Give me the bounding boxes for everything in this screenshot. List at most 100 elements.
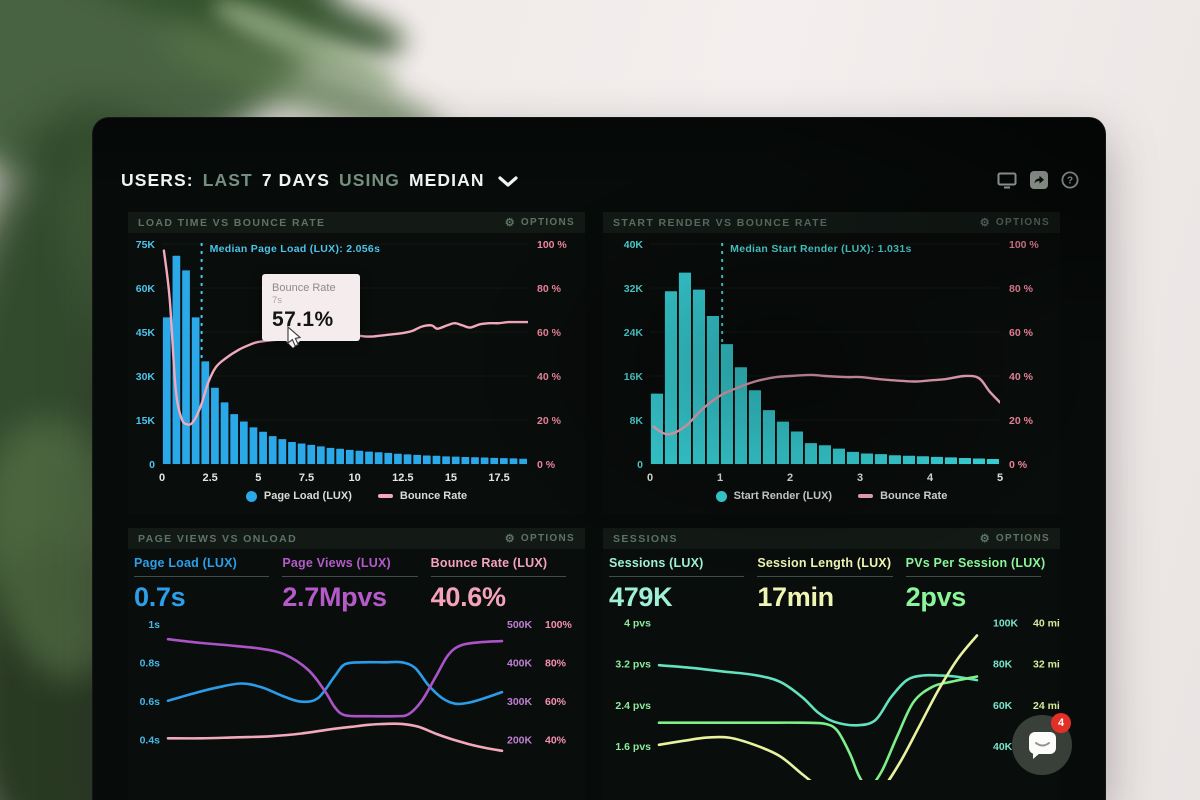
svg-text:3: 3 (857, 472, 863, 484)
svg-text:0.4s: 0.4s (140, 734, 161, 746)
legend-dash-marker (858, 494, 874, 498)
options-label: OPTIONS (995, 533, 1050, 544)
notification-badge: 4 (1051, 713, 1071, 733)
share-icon[interactable] (1030, 171, 1048, 189)
sessions-chart[interactable]: 4 pvs 3.2 pvs 2.4 pvs 1.6 pvs 100K 40 min 80K 3… (603, 614, 1060, 780)
legend-label: Start Render (LUX) (733, 490, 833, 502)
svg-text:5: 5 (997, 472, 1003, 484)
svg-text:80 %: 80 % (537, 283, 562, 295)
gear-icon: ⚙ (504, 217, 516, 229)
svg-text:24 min: 24 min (1033, 700, 1060, 712)
stats-row: Sessions (LUX) 479K Session Length (LUX)… (609, 556, 1054, 613)
svg-text:0 %: 0 % (1009, 459, 1028, 471)
chevron-down-icon (498, 175, 518, 187)
svg-text:400K: 400K (507, 657, 533, 669)
page-views-chart[interactable]: 1s 0.8s 0.6s 0.4s 500K 100% 400K 80% 300K 60% 200K… (128, 614, 585, 780)
options-button[interactable]: ⚙ OPTIONS (505, 216, 575, 229)
svg-text:80 %: 80 % (1009, 283, 1034, 295)
panel-header: START RENDER VS BOUNCE RATE ⚙ OPTIONS (603, 212, 1060, 233)
stat-underline (134, 576, 270, 577)
legend-item[interactable]: Bounce Rate (858, 490, 947, 502)
legend-item[interactable]: Bounce Rate (377, 490, 467, 502)
legend-item[interactable]: Page Load (LUX) (245, 490, 352, 502)
legend-dash-marker (377, 494, 393, 498)
svg-text:2: 2 (787, 472, 793, 484)
chart-legend: Page Load (LUX) Bounce Rate (128, 490, 585, 502)
svg-text:60K: 60K (993, 700, 1013, 712)
panel-header: PAGE VIEWS VS ONLOAD ⚙ OPTIONS (128, 528, 585, 549)
svg-text:60 %: 60 % (537, 327, 562, 339)
date-range-dropdown[interactable]: USERS: LAST 7 DAYS USING MEDIAN (121, 170, 518, 191)
svg-text:8K: 8K (630, 415, 644, 427)
chart-legend: Start Render (LUX) Bounce Rate (603, 490, 1060, 502)
stat-underline (282, 576, 418, 577)
svg-text:100 %: 100 % (1009, 239, 1039, 251)
options-button[interactable]: ⚙ OPTIONS (980, 216, 1050, 229)
title-word: USERS: (121, 169, 194, 190)
tooltip-x-value: 7s (272, 295, 283, 306)
stat-label: Session Length (LUX) (757, 556, 892, 570)
svg-text:80K: 80K (993, 659, 1013, 671)
panel-load-time-vs-bounce-rate: LOAD TIME VS BOUNCE RATE ⚙ OPTIONS Media… (128, 212, 585, 514)
svg-text:Median Start Render (LUX): 1.0: Median Start Render (LUX): 1.031s (730, 243, 911, 255)
stat-bounce-rate: Bounce Rate (LUX) 40.6% (430, 556, 576, 613)
mouse-cursor (287, 326, 302, 347)
panel-header: LOAD TIME VS BOUNCE RATE ⚙ OPTIONS (128, 212, 585, 233)
options-button[interactable]: ⚙ OPTIONS (980, 532, 1050, 545)
panel-title: PAGE VIEWS VS ONLOAD (138, 532, 298, 545)
legend-label: Page Load (LUX) (263, 490, 352, 502)
svg-text:0 %: 0 % (537, 459, 556, 471)
svg-text:10: 10 (349, 472, 361, 484)
svg-text:1s: 1s (148, 619, 160, 631)
stat-label: Page Views (LUX) (282, 556, 391, 570)
svg-text:60 %: 60 % (1009, 327, 1034, 339)
stat-value: 0.7s (134, 582, 186, 612)
chat-widget-button[interactable]: 4 (1012, 713, 1072, 775)
display-icon[interactable] (997, 172, 1017, 189)
svg-text:500K: 500K (507, 619, 533, 631)
stat-value: 479K (609, 582, 673, 612)
panel-start-render-vs-bounce-rate: START RENDER VS BOUNCE RATE ⚙ OPTIONS Me… (603, 212, 1060, 514)
header-icons: ? (997, 171, 1079, 189)
options-button[interactable]: ⚙ OPTIONS (505, 532, 575, 545)
title-word: 7 DAYS (261, 169, 331, 190)
stats-row: Page Load (LUX) 0.7s Page Views (LUX) 2.… (134, 556, 579, 613)
stat-session-length: Session Length (LUX) 17min (757, 556, 902, 613)
stat-value: 2.7Mpvs (282, 582, 387, 612)
panel-title: START RENDER VS BOUNCE RATE (613, 216, 829, 229)
stat-label: Bounce Rate (LUX) (430, 556, 548, 570)
svg-text:24K: 24K (624, 327, 644, 339)
start-render-chart[interactable]: Median Start Render (LUX): 1.031s 40K 32K 2… (603, 238, 1060, 488)
tooltip-value: 57.1% (272, 308, 334, 331)
svg-text:32 min: 32 min (1033, 659, 1060, 671)
svg-text:80%: 80% (545, 657, 567, 669)
svg-text:5: 5 (255, 472, 261, 484)
svg-text:17.5: 17.5 (488, 472, 509, 484)
gear-icon: ⚙ (979, 217, 991, 229)
svg-text:2.4 pvs: 2.4 pvs (615, 700, 651, 712)
stat-label: PVs Per Session (LUX) (905, 556, 1046, 570)
dashboard-header: USERS: LAST 7 DAYS USING MEDIAN (121, 164, 1079, 196)
svg-text:20 %: 20 % (1009, 415, 1034, 427)
gear-icon: ⚙ (979, 533, 991, 545)
stat-page-views: Page Views (LUX) 2.7Mpvs (282, 556, 427, 613)
svg-text:40 %: 40 % (1009, 371, 1034, 383)
stat-label: Sessions (LUX) (609, 556, 704, 570)
stat-value: 40.6% (430, 582, 506, 612)
svg-text:100%: 100% (545, 619, 573, 631)
svg-text:0.8s: 0.8s (140, 657, 161, 669)
svg-text:60K: 60K (136, 283, 156, 295)
chart-tooltip: Bounce Rate 7s 57.1% (262, 274, 360, 348)
stat-sessions: Sessions (LUX) 479K (609, 556, 754, 613)
legend-item[interactable]: Start Render (LUX) (715, 490, 833, 502)
svg-text:60%: 60% (545, 696, 567, 708)
gear-icon: ⚙ (504, 533, 516, 545)
panel-header: SESSIONS ⚙ OPTIONS (603, 528, 1060, 549)
options-label: OPTIONS (995, 217, 1050, 228)
svg-text:40K: 40K (993, 741, 1013, 753)
title-word: LAST (202, 169, 253, 190)
panel-page-views-vs-onload: PAGE VIEWS VS ONLOAD ⚙ OPTIONS Page Load… (128, 528, 585, 800)
help-icon[interactable]: ? (1061, 171, 1079, 189)
options-label: OPTIONS (520, 533, 575, 544)
tooltip-series: Bounce Rate (272, 282, 336, 294)
